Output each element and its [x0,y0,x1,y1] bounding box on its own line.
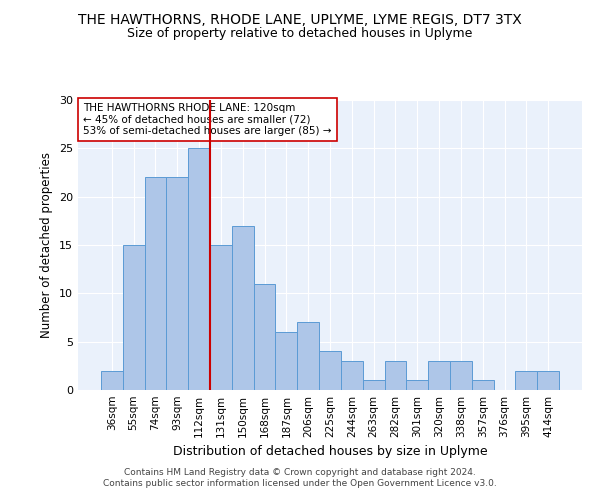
Bar [341,361,363,390]
Bar [254,284,275,390]
Text: Contains HM Land Registry data © Crown copyright and database right 2024.
Contai: Contains HM Land Registry data © Crown c… [103,468,497,487]
Bar [363,380,385,390]
Bar [515,370,537,390]
Bar [101,370,123,390]
Bar [188,148,210,390]
Text: THE HAWTHORNS, RHODE LANE, UPLYME, LYME REGIS, DT7 3TX: THE HAWTHORNS, RHODE LANE, UPLYME, LYME … [78,12,522,26]
Bar [385,361,406,390]
Bar [123,245,145,390]
Text: THE HAWTHORNS RHODE LANE: 120sqm
← 45% of detached houses are smaller (72)
53% o: THE HAWTHORNS RHODE LANE: 120sqm ← 45% o… [83,103,332,136]
Y-axis label: Number of detached properties: Number of detached properties [40,152,53,338]
Bar [537,370,559,390]
Bar [232,226,254,390]
Bar [145,178,166,390]
Bar [472,380,494,390]
Text: Size of property relative to detached houses in Uplyme: Size of property relative to detached ho… [127,28,473,40]
Bar [166,178,188,390]
Bar [450,361,472,390]
Bar [406,380,428,390]
Bar [210,245,232,390]
Bar [275,332,297,390]
X-axis label: Distribution of detached houses by size in Uplyme: Distribution of detached houses by size … [173,446,487,458]
Bar [428,361,450,390]
Bar [319,352,341,390]
Bar [297,322,319,390]
